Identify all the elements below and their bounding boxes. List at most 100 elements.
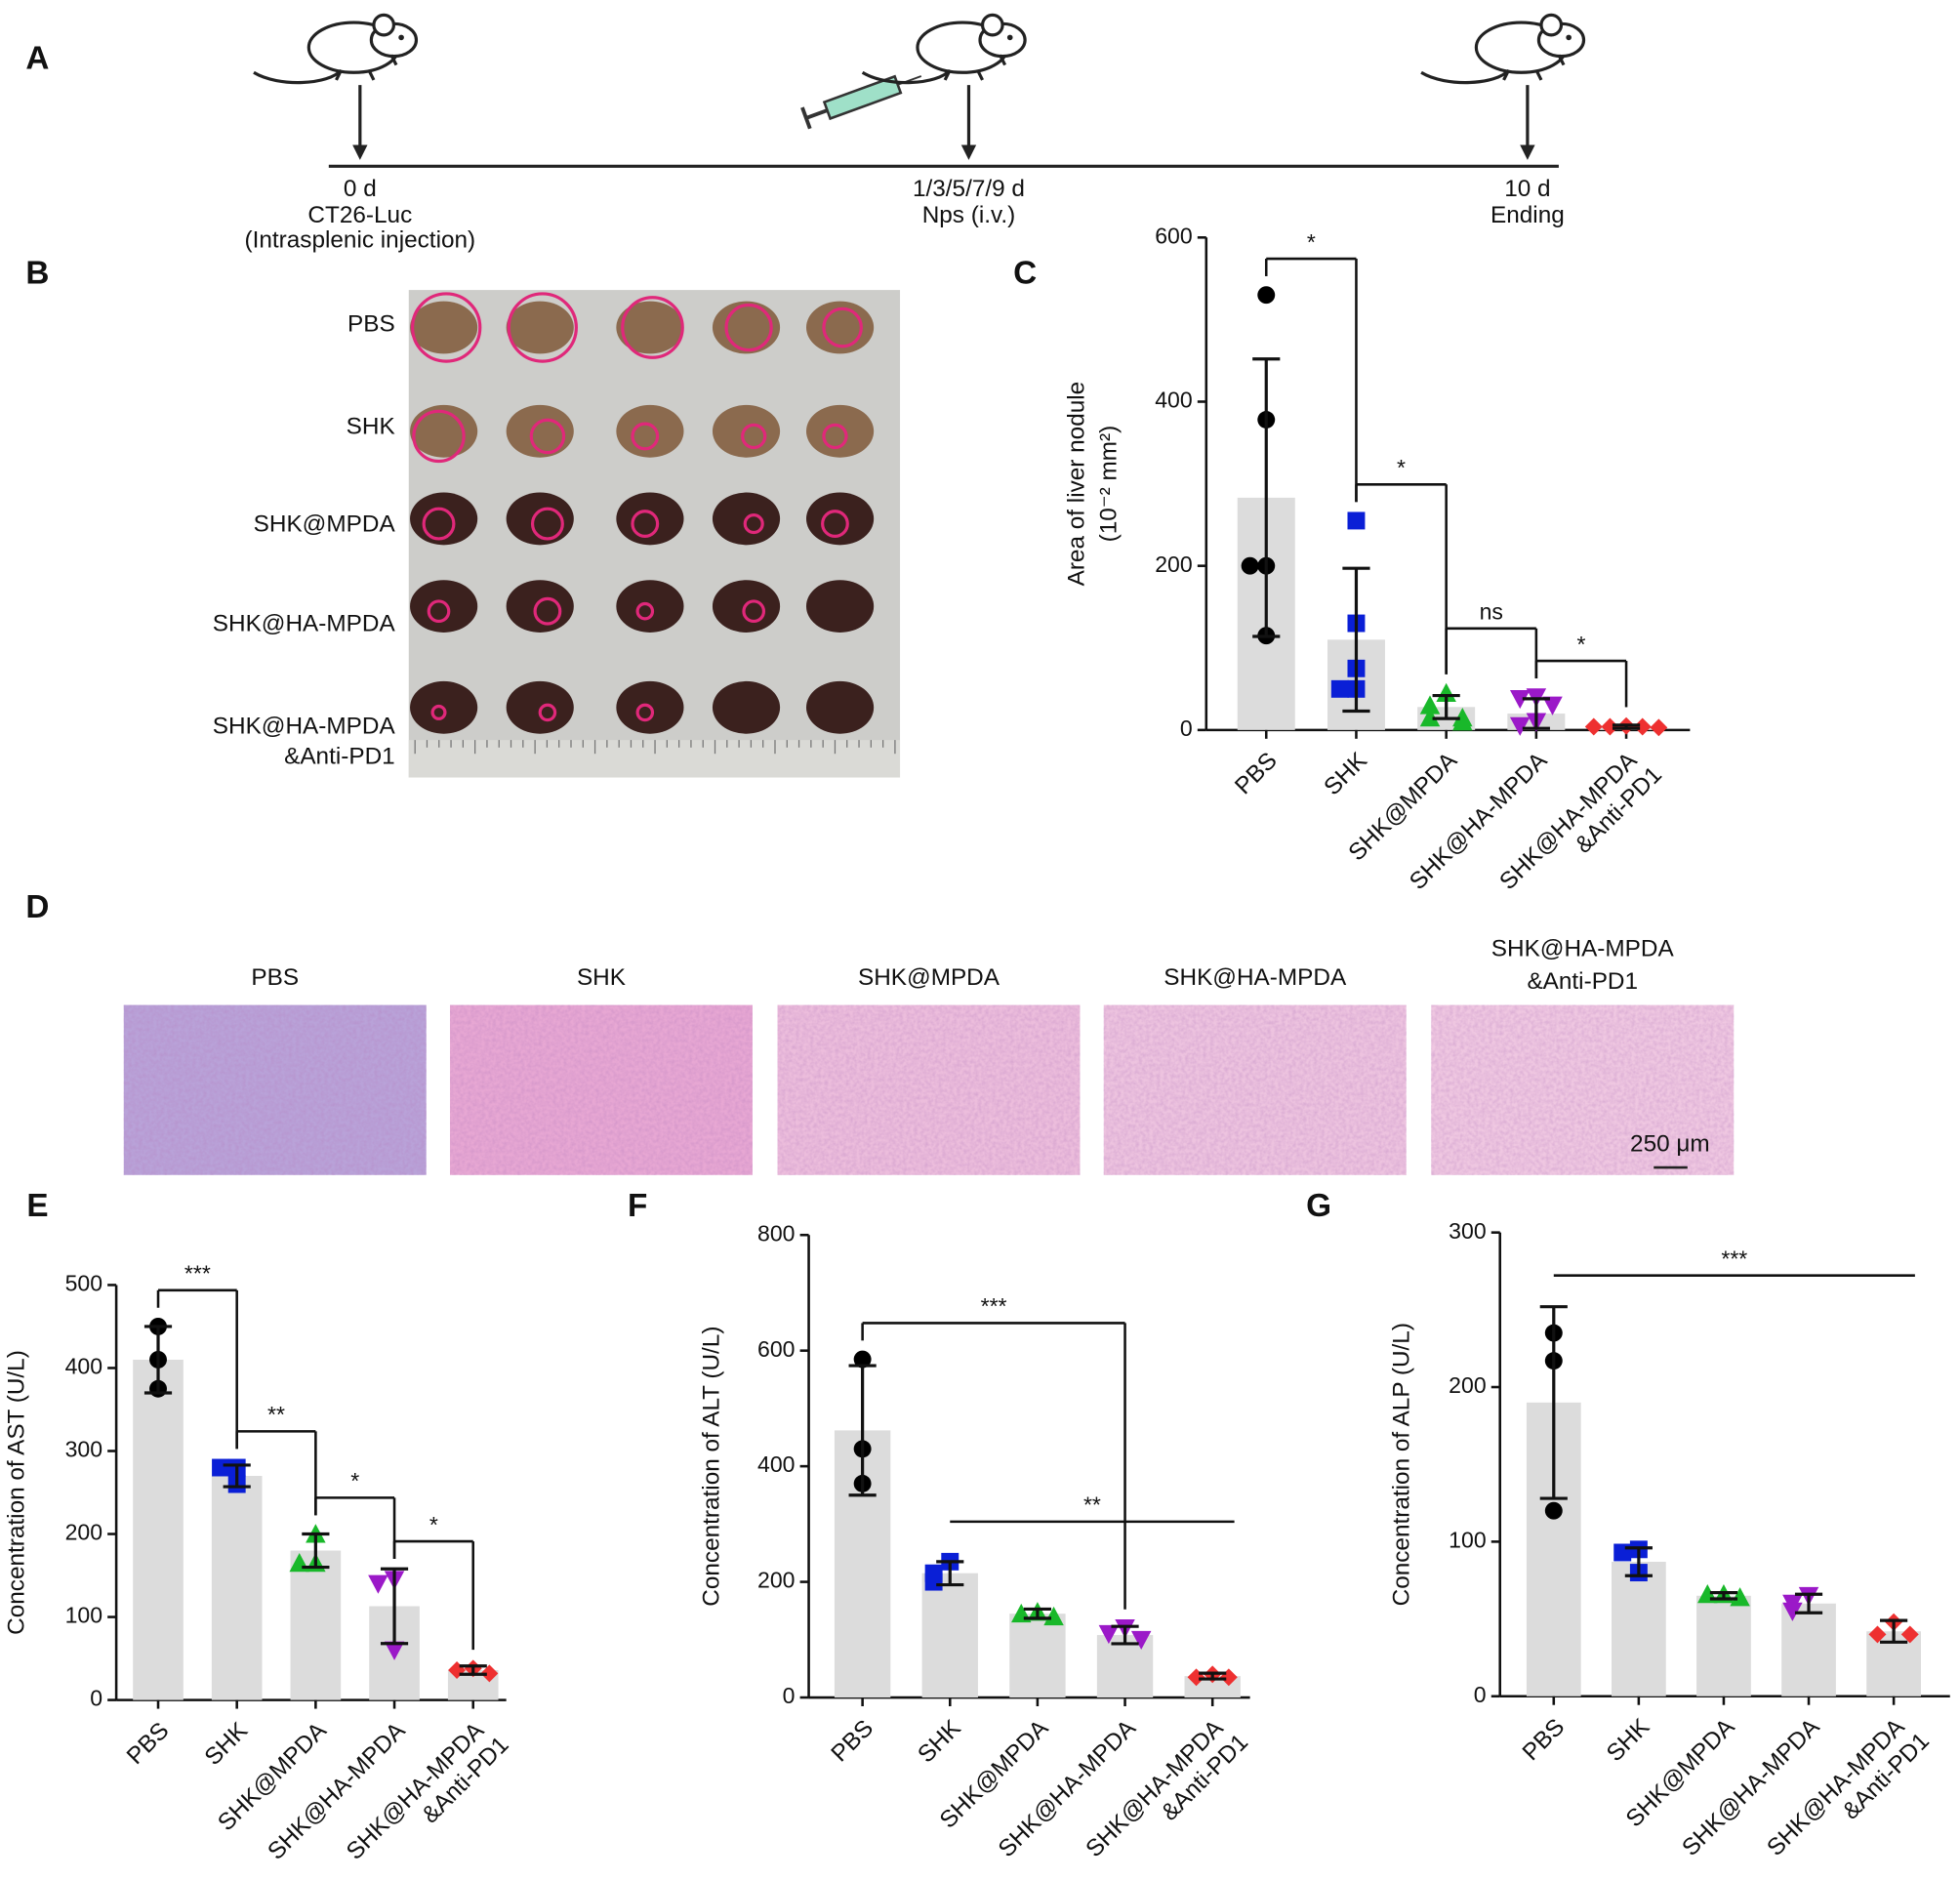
liver bbox=[410, 404, 478, 458]
data-point bbox=[1544, 1501, 1563, 1520]
significance-label: * bbox=[1307, 229, 1316, 255]
significance-label: * bbox=[350, 1468, 359, 1493]
data-point bbox=[1509, 716, 1531, 736]
bar bbox=[211, 1476, 263, 1700]
data-point bbox=[924, 1573, 943, 1591]
liver bbox=[506, 580, 574, 633]
nodule-ring bbox=[422, 507, 456, 541]
nodule-ring bbox=[411, 292, 482, 363]
data-point bbox=[1043, 1606, 1064, 1626]
liver bbox=[805, 404, 875, 458]
data-point bbox=[1601, 717, 1619, 736]
nodule-ring bbox=[635, 601, 655, 621]
data-point bbox=[1436, 682, 1456, 702]
row-label: SHK@HA-MPDA bbox=[213, 714, 396, 740]
histology-title: PBS bbox=[251, 964, 299, 991]
data-point bbox=[212, 1458, 230, 1477]
histology-texture bbox=[123, 1004, 427, 1175]
nodule-ring bbox=[822, 423, 848, 450]
liver bbox=[616, 404, 684, 458]
time-label: 10 d bbox=[1504, 176, 1550, 202]
data-point bbox=[480, 1664, 499, 1683]
liver bbox=[616, 492, 684, 546]
row-label: SHK bbox=[347, 413, 395, 439]
data-point bbox=[1542, 696, 1563, 715]
event-label: Nps (i.v.) bbox=[922, 202, 1016, 228]
row-label: SHK@HA-MPDA bbox=[213, 611, 396, 637]
significance-label: *** bbox=[1721, 1246, 1747, 1271]
nodule-ring bbox=[742, 599, 766, 624]
nodule-ring bbox=[822, 307, 863, 348]
data-point bbox=[1187, 1668, 1205, 1687]
y-tick-label: 100 bbox=[65, 1603, 102, 1628]
significance-label: ** bbox=[1083, 1492, 1101, 1518]
bar bbox=[1696, 1595, 1751, 1696]
nodule-ring bbox=[430, 704, 447, 720]
nodule-ring bbox=[530, 507, 564, 541]
significance-label: ns bbox=[1480, 599, 1503, 625]
y-tick-label: 600 bbox=[1155, 223, 1192, 248]
data-point bbox=[1452, 712, 1473, 731]
y-tick-label: 300 bbox=[1449, 1218, 1486, 1244]
bar bbox=[290, 1550, 342, 1700]
y-tick-label: 200 bbox=[1155, 552, 1192, 577]
y-axis-label: Area of liver nodule bbox=[1063, 382, 1089, 587]
y-axis-label: Concentration of ALP (U/L) bbox=[1388, 1323, 1414, 1606]
liver bbox=[506, 404, 574, 458]
y-tick-label: 0 bbox=[783, 1683, 796, 1708]
liver bbox=[506, 492, 574, 546]
bar bbox=[1009, 1614, 1066, 1698]
data-point bbox=[1782, 1602, 1803, 1621]
y-tick-label: 200 bbox=[1449, 1372, 1486, 1398]
data-point bbox=[853, 1350, 872, 1369]
nodule-ring bbox=[529, 418, 566, 455]
bar bbox=[1781, 1603, 1836, 1696]
panel-label: A bbox=[25, 40, 49, 76]
row-label: &Anti-PD1 bbox=[284, 743, 395, 769]
liver bbox=[805, 680, 875, 734]
time-label: 0 d bbox=[344, 176, 377, 202]
bar bbox=[133, 1359, 184, 1700]
panel-label: E bbox=[26, 1188, 48, 1224]
y-tick-label: 400 bbox=[1155, 388, 1192, 413]
y-tick-label: 100 bbox=[1449, 1527, 1486, 1552]
histology-title: &Anti-PD1 bbox=[1527, 968, 1638, 995]
histology-title: SHK@HA-MPDA bbox=[1491, 936, 1675, 962]
data-point bbox=[1257, 286, 1276, 305]
data-point bbox=[368, 1574, 388, 1594]
panel-label: C bbox=[1013, 256, 1037, 292]
arrow-head bbox=[352, 144, 368, 160]
data-point bbox=[1419, 708, 1441, 727]
significance-label: * bbox=[429, 1512, 438, 1537]
histology-texture bbox=[1431, 1004, 1735, 1175]
liver bbox=[805, 492, 875, 546]
y-tick-label: 600 bbox=[757, 1336, 795, 1362]
liver bbox=[410, 580, 478, 633]
liver bbox=[616, 301, 684, 354]
data-point bbox=[1241, 556, 1259, 575]
y-tick-label: 800 bbox=[757, 1220, 795, 1246]
liver bbox=[712, 404, 781, 458]
bar bbox=[1612, 1561, 1666, 1696]
bar bbox=[921, 1573, 978, 1698]
histology-panels bbox=[123, 1004, 1735, 1175]
nodule-ring bbox=[821, 510, 849, 538]
event-label: (Intrasplenic injection) bbox=[245, 227, 476, 254]
data-point bbox=[1419, 695, 1441, 715]
y-tick-label: 300 bbox=[65, 1437, 102, 1462]
data-point bbox=[1868, 1625, 1887, 1644]
data-point bbox=[1900, 1625, 1919, 1644]
y-axis-label: Concentration of ALT (U/L) bbox=[698, 1327, 724, 1607]
event-label: CT26-Luc bbox=[307, 202, 412, 228]
data-point bbox=[1584, 717, 1603, 736]
liver bbox=[712, 680, 781, 734]
panel-label: F bbox=[628, 1188, 647, 1224]
data-point bbox=[1650, 718, 1668, 737]
data-point bbox=[1347, 511, 1366, 530]
nodule-ring bbox=[741, 423, 767, 450]
significance-label: *** bbox=[184, 1261, 211, 1287]
data-point bbox=[1509, 689, 1531, 710]
nodule-ring bbox=[635, 703, 655, 722]
nodule-ring bbox=[507, 292, 578, 363]
